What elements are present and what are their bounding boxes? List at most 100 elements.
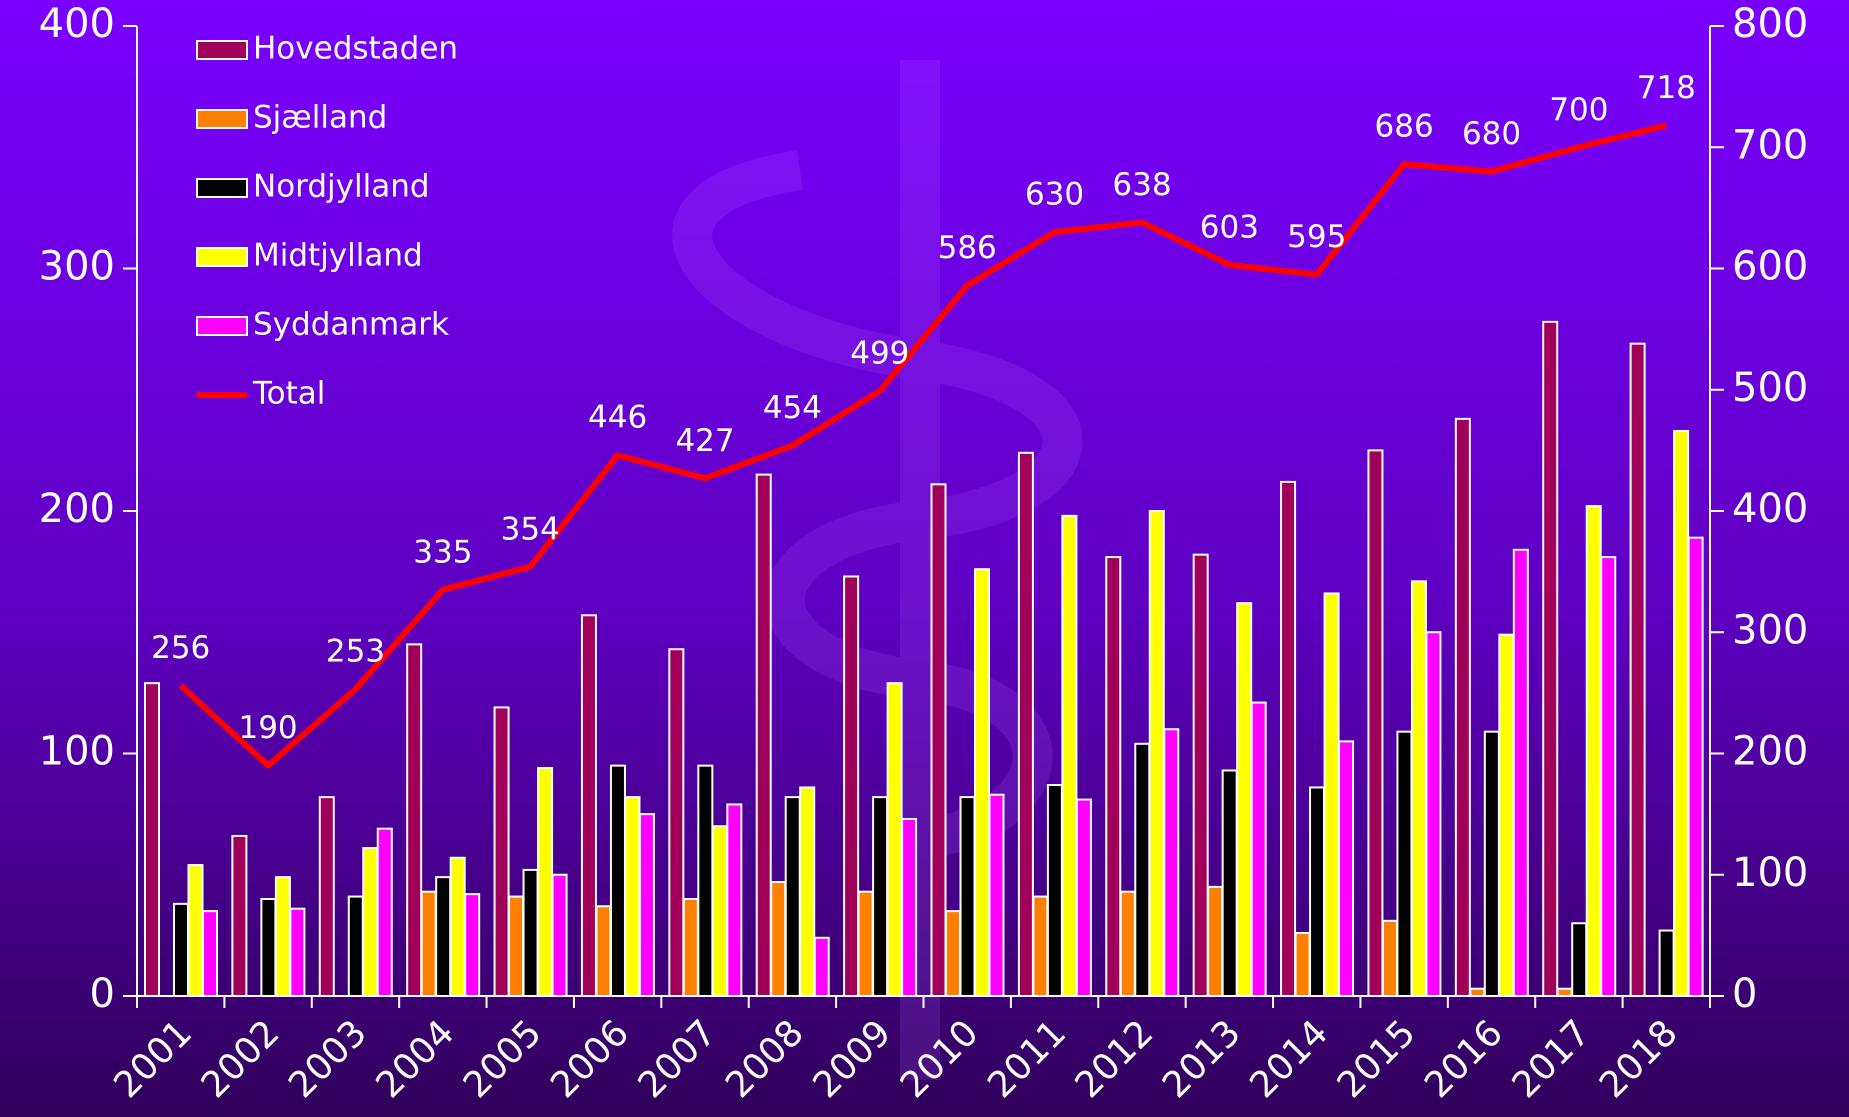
y-tick-label: 300 xyxy=(39,244,115,290)
bar xyxy=(320,797,334,996)
bar xyxy=(1106,557,1120,996)
bar xyxy=(684,899,698,996)
data-label: 718 xyxy=(1637,70,1696,106)
y2-tick-label: 200 xyxy=(1732,729,1808,775)
bar xyxy=(276,877,290,996)
bar xyxy=(946,911,960,996)
bar xyxy=(713,826,727,996)
bar xyxy=(815,938,829,996)
bar xyxy=(495,707,509,996)
bar xyxy=(407,644,421,996)
bar xyxy=(145,683,159,996)
data-label: 586 xyxy=(938,230,997,266)
bar xyxy=(524,870,538,996)
y-tick-label: 0 xyxy=(90,971,115,1017)
bar xyxy=(553,875,567,996)
bar xyxy=(465,894,479,996)
bar xyxy=(975,569,989,996)
bar xyxy=(1499,635,1513,996)
bar xyxy=(1296,933,1310,996)
page: 0100200300400010020030040050060070080025… xyxy=(0,0,1849,1117)
bar xyxy=(1456,419,1470,996)
data-label: 680 xyxy=(1462,116,1521,152)
bar xyxy=(1310,787,1324,996)
bar xyxy=(422,892,436,996)
legend-label: Sjælland xyxy=(253,100,387,136)
bar xyxy=(990,795,1004,996)
bar xyxy=(1543,322,1557,996)
bar xyxy=(859,892,873,996)
data-label: 686 xyxy=(1375,109,1434,145)
bar xyxy=(363,848,377,996)
bar xyxy=(1252,703,1266,996)
bar xyxy=(1368,450,1382,996)
bar xyxy=(538,768,552,996)
bar xyxy=(757,475,771,996)
bar xyxy=(174,904,188,996)
bar xyxy=(1208,887,1222,996)
bar xyxy=(669,649,683,996)
data-label: 700 xyxy=(1549,92,1608,128)
bar xyxy=(349,897,363,996)
data-label: 630 xyxy=(1025,177,1084,213)
bar xyxy=(698,766,712,996)
bar xyxy=(1281,482,1295,996)
bar xyxy=(1587,506,1601,996)
bar xyxy=(1397,732,1411,996)
bar xyxy=(451,858,465,996)
bar xyxy=(771,882,785,996)
bar xyxy=(1164,729,1178,996)
y2-tick-label: 100 xyxy=(1732,850,1808,896)
legend-label: Syddanmark xyxy=(253,307,449,343)
bar xyxy=(1689,538,1703,996)
data-label: 595 xyxy=(1287,219,1346,255)
bar xyxy=(203,911,217,996)
bar xyxy=(582,615,596,996)
bar xyxy=(888,683,902,996)
legend-label: Hovedstaden xyxy=(253,31,458,67)
legend-label: Nordjylland xyxy=(253,169,430,205)
bar xyxy=(932,484,946,996)
data-label: 446 xyxy=(588,400,647,436)
bar xyxy=(1019,453,1033,996)
bar xyxy=(189,865,203,996)
bar xyxy=(1077,800,1091,996)
bar xyxy=(1194,555,1208,996)
bar xyxy=(902,819,916,996)
data-label: 335 xyxy=(413,534,472,570)
chart: 0100200300400010020030040050060070080025… xyxy=(0,0,1849,1117)
legend-swatch xyxy=(197,41,247,59)
bar xyxy=(232,836,246,996)
data-label: 427 xyxy=(675,423,734,459)
bar xyxy=(1674,431,1688,996)
data-label: 354 xyxy=(501,511,560,547)
bar xyxy=(1601,557,1615,996)
bar xyxy=(1223,770,1237,996)
y2-tick-label: 700 xyxy=(1732,122,1808,168)
bar xyxy=(1121,892,1135,996)
data-label: 454 xyxy=(763,390,822,426)
bar xyxy=(961,797,975,996)
bar xyxy=(625,797,639,996)
y2-tick-label: 500 xyxy=(1732,365,1808,411)
bar xyxy=(1325,593,1339,996)
bar xyxy=(1339,741,1353,996)
bar xyxy=(873,797,887,996)
bar xyxy=(1150,511,1164,996)
data-label: 499 xyxy=(850,335,909,371)
bar xyxy=(1558,989,1572,996)
bar xyxy=(640,814,654,996)
bar xyxy=(1514,550,1528,996)
bar xyxy=(378,829,392,996)
bar xyxy=(1426,632,1440,996)
bar xyxy=(1383,921,1397,996)
data-label: 638 xyxy=(1112,167,1171,203)
bar xyxy=(290,909,304,996)
y-tick-label: 100 xyxy=(39,729,115,775)
y2-tick-label: 800 xyxy=(1732,1,1808,47)
bar xyxy=(1470,989,1484,996)
data-label: 603 xyxy=(1200,209,1259,245)
bar xyxy=(596,906,610,996)
bar xyxy=(1033,897,1047,996)
y2-tick-label: 600 xyxy=(1732,244,1808,290)
